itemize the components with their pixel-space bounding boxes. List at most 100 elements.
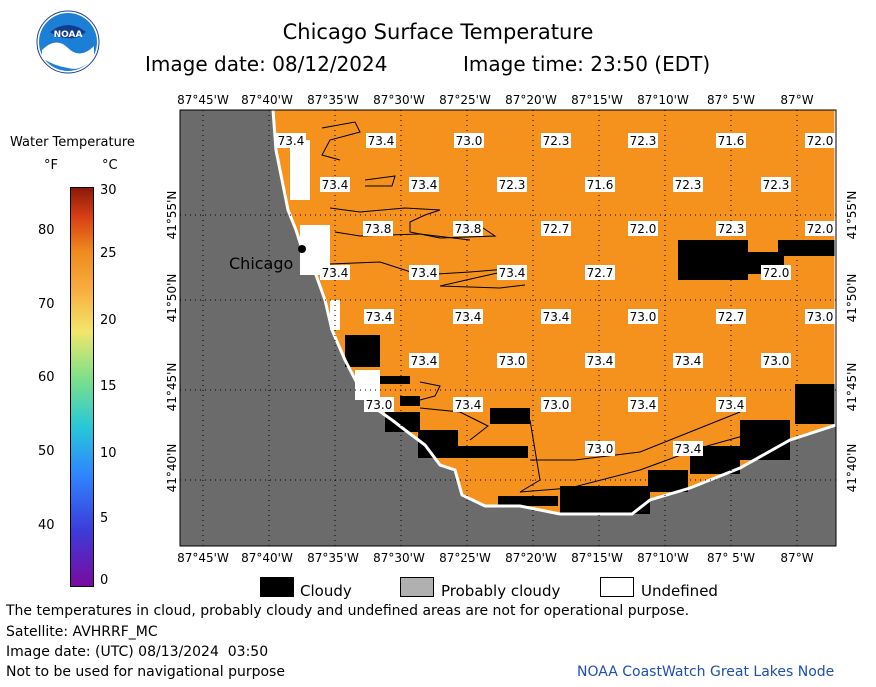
temperature-label: 72.3 [718, 222, 745, 236]
temperature-label-box [363, 221, 393, 236]
temperature-label: 73.4 [278, 134, 305, 148]
probably-cloudy-swatch [400, 577, 434, 597]
latitude-label-left: 41°50'N [165, 274, 179, 323]
longitude-label-top: 87°15'W [571, 93, 623, 107]
map-frame [179, 109, 837, 547]
longitude-label-bottom: 87°35'W [307, 551, 359, 565]
temperature-label: 73.8 [455, 222, 482, 236]
chicago-marker [298, 245, 306, 253]
credit: NOAA CoastWatch Great Lakes Node [577, 664, 835, 680]
c-tick: 0 [100, 573, 109, 588]
temperature-label-box [628, 397, 658, 412]
temperature-label: 71.6 [587, 178, 614, 192]
temperature-label-box [541, 133, 571, 148]
temperature-label: 73.4 [366, 310, 393, 324]
temperature-label: 73.4 [675, 354, 702, 368]
latitude-label-right: 41°45'N [845, 363, 859, 412]
temperature-label: 73.4 [455, 310, 482, 324]
cloud-area [678, 240, 748, 280]
longitude-label-bottom: 87°15'W [571, 551, 623, 565]
temperature-label-box [585, 441, 615, 456]
temperature-label: 72.3 [543, 134, 570, 148]
temperature-label-box [320, 177, 350, 192]
latitude-label-left: 41°40'N [165, 444, 179, 493]
isotherm-line [329, 207, 497, 239]
temperature-label-box [585, 177, 615, 192]
temperature-label-box [628, 221, 658, 236]
temperature-label-box [366, 133, 396, 148]
temperature-label: 73.4 [543, 310, 570, 324]
temperature-label-box [585, 353, 615, 368]
longitude-label-top: 87°20'W [505, 93, 557, 107]
longitude-label-bottom: 87°W [780, 551, 813, 565]
temperature-label: 72.3 [630, 134, 657, 148]
temperature-label: 73.4 [675, 442, 702, 456]
c-tick: 5 [100, 511, 109, 526]
temperature-label: 73.4 [322, 266, 349, 280]
temperature-label-box [364, 397, 394, 412]
cloudy-swatch [260, 577, 294, 597]
temperature-label-box [673, 177, 703, 192]
temperature-label: 73.0 [456, 134, 483, 148]
colorbar-ramp [70, 187, 94, 587]
unit-f: °F [44, 158, 58, 173]
latitude-label-right: 41°50'N [845, 274, 859, 323]
f-tick: 80 [38, 223, 55, 238]
temperature-label-box [805, 221, 835, 236]
temperature-label: 72.0 [807, 222, 834, 236]
temperature-label: 72.7 [543, 222, 570, 236]
temperature-label-box [497, 177, 527, 192]
isotherm-line [321, 121, 361, 161]
isotherm-line [419, 381, 441, 401]
longitude-label-top: 87° 5'W [707, 93, 755, 107]
temperature-label-box [320, 265, 350, 280]
temperature-label-box [497, 353, 527, 368]
temperature-label-box [761, 177, 791, 192]
temperature-label: 73.0 [763, 354, 790, 368]
c-tick: 10 [100, 446, 117, 461]
temperature-label-box [409, 265, 439, 280]
temperature-label: 73.4 [368, 134, 395, 148]
temperature-label-box [716, 309, 746, 324]
temperature-label-box [453, 221, 483, 236]
longitude-label-top: 87°W [780, 93, 813, 107]
satellite: Satellite: AVHRRF_MC [6, 624, 158, 640]
temperature-label: 73.4 [630, 398, 657, 412]
cloud-area [458, 446, 528, 458]
latitude-label-right: 41°55'N [845, 191, 859, 240]
cloud-area [385, 412, 420, 432]
temperature-label: 71.6 [718, 134, 745, 148]
city-label: Chicago [229, 254, 294, 273]
nav-warning: Not to be used for navigational purpose [6, 664, 285, 680]
temperature-label-box [761, 265, 791, 280]
temperature-label-box [541, 221, 571, 236]
temperature-label: 73.4 [411, 266, 438, 280]
temperature-label: 72.3 [675, 178, 702, 192]
temperature-label-box [716, 133, 746, 148]
cloud-area [345, 335, 380, 367]
longitude-label-bottom: 87°30'W [373, 551, 425, 565]
temperature-label: 73.4 [411, 178, 438, 192]
f-tick: 60 [38, 370, 55, 385]
latitude-label-right: 41°40'N [845, 444, 859, 493]
longitude-label-top: 87°35'W [307, 93, 359, 107]
isotherm-line [530, 411, 741, 461]
temperature-label-box [497, 265, 527, 280]
f-tick: 50 [38, 444, 55, 459]
isotherm-line [419, 407, 489, 441]
c-tick: 15 [100, 379, 117, 394]
longitude-label-top: 87°25'W [439, 93, 491, 107]
c-tick: 20 [100, 313, 117, 328]
image-time: Image time: 23:50 (EDT) [463, 52, 711, 76]
page-title: Chicago Surface Temperature [282, 20, 594, 44]
temperature-label-box [409, 353, 439, 368]
temperature-label-box [541, 397, 571, 412]
temperature-label-box [805, 133, 835, 148]
legend-probably-cloudy: Probably cloudy [441, 582, 561, 600]
isotherm-line [364, 175, 396, 187]
cloud-area [400, 396, 420, 406]
cloud-area [795, 384, 836, 424]
image-date: Image date: 08/12/2024 [145, 52, 388, 76]
temperature-label: 73.4 [455, 398, 482, 412]
